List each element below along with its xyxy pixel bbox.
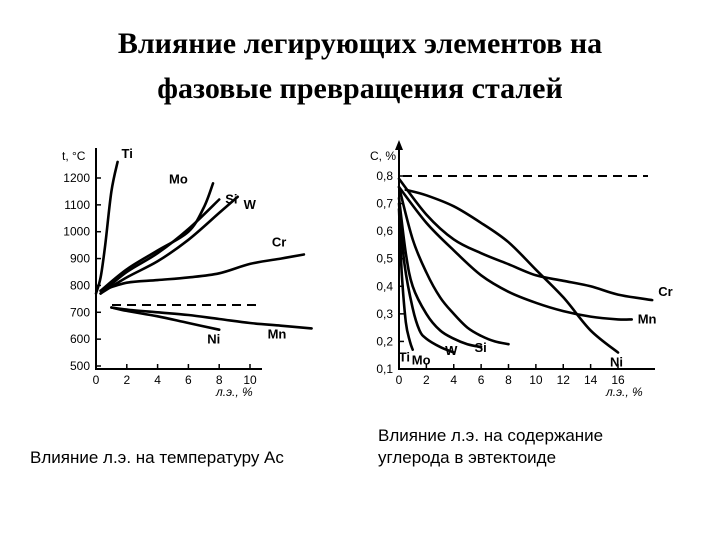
right-series-mn-label: Mn	[638, 311, 657, 326]
right-ytick-label: 0,7	[376, 197, 393, 211]
left-series-mn-label: Mn	[268, 326, 287, 341]
right-ytick-label: 0,2	[376, 334, 393, 348]
left-xtick-label: 10	[243, 373, 257, 387]
left-series-mo-label: Mo	[169, 171, 188, 186]
right-ytick-label: 0,4	[376, 279, 393, 293]
right-series-si-line	[397, 185, 510, 346]
right-series-w-line	[397, 196, 483, 349]
right-y-axis-arrow	[395, 140, 403, 150]
left-series-mn-line	[110, 306, 313, 330]
left-ytick-label: 500	[70, 359, 90, 373]
left-ytick-label: 900	[70, 252, 90, 266]
left-series-ni-line	[110, 306, 221, 331]
right-xtick-label: 10	[529, 373, 543, 387]
right-ylabel: C, %	[370, 149, 396, 163]
left-xtick-label: 0	[93, 373, 100, 387]
left-xtick-label: 4	[154, 373, 161, 387]
right-chart-caption: Влияние л.э. на содержание углерода в эв…	[378, 425, 628, 469]
right-ytick-label: 0,3	[376, 307, 393, 321]
left-ytick-label: 700	[70, 305, 90, 319]
left-ytick-label: 600	[70, 332, 90, 346]
left-ytick-label: 1000	[63, 225, 90, 239]
left-series-w-label: W	[244, 197, 257, 212]
left-xtick-label: 2	[123, 373, 130, 387]
left-series-cr-line	[99, 253, 306, 293]
right-series-mo-label: Mo	[412, 352, 431, 367]
left-xtick-label: 6	[185, 373, 192, 387]
right-xtick-label: 14	[584, 373, 598, 387]
left-series-mo-line	[99, 182, 215, 293]
right-xtick-label: 16	[611, 373, 625, 387]
right-xtick-label: 4	[450, 373, 457, 387]
right-series-mo-line	[397, 202, 456, 354]
left-series-ti-line	[94, 160, 119, 295]
left-series-ti-label: Ti	[122, 146, 133, 161]
right-xtick-label: 12	[557, 373, 571, 387]
right-ytick-label: 0,6	[376, 224, 393, 238]
right-xtick-label: 8	[505, 373, 512, 387]
left-ytick-label: 800	[70, 278, 90, 292]
page-title-line-1: Влияние легирующих элементов на	[117, 27, 603, 60]
left-series-ni-label: Ni	[207, 332, 220, 347]
left-chart-caption: Влияние л.э. на температуру Ас	[30, 448, 284, 467]
right-series-ti-label: Ti	[399, 350, 410, 365]
left-series-cr-label: Cr	[272, 235, 286, 250]
left-ylabel: t, °C	[62, 149, 86, 163]
right-ytick-label: 0,5	[376, 252, 393, 266]
right-xtick-label: 6	[478, 373, 485, 387]
left-chart: t, °C л.э., % 500 600 700 800 900 1000 1100 120…	[62, 146, 313, 399]
right-series-ni-line	[404, 188, 620, 354]
right-xtick-label: 0	[396, 373, 403, 387]
right-series-mn-line	[397, 185, 633, 321]
right-xtick-label: 2	[423, 373, 430, 387]
right-ytick-label: 0,8	[376, 169, 393, 183]
right-series-cr-line	[397, 177, 654, 302]
left-xtick-label: 8	[216, 373, 223, 387]
page-title-line-2: фазовые превращения сталей	[157, 72, 563, 105]
left-ytick-label: 1100	[64, 198, 90, 212]
right-series-ti-line	[397, 207, 414, 351]
right-series-cr-label: Cr	[658, 284, 672, 299]
right-chart: C, % л.э., % 0,1 0,2 0,3 0,4 0,5 0,6 0,7 0,8 0 2…	[370, 140, 673, 399]
left-xlabel: л.э., %	[215, 385, 253, 399]
right-ytick-label: 0,1	[376, 362, 393, 376]
right-chart-axes	[398, 148, 655, 370]
left-series-w-line	[99, 195, 239, 295]
right-xlabel: л.э., %	[605, 385, 643, 399]
right-series-ni-label: Ni	[610, 354, 623, 369]
left-series-si-label: Si	[225, 191, 237, 206]
left-series-si-line	[99, 198, 221, 295]
right-chart-caption-text: Влияние л.э. на содержание углерода в эв…	[378, 426, 604, 467]
left-ytick-label: 1200	[63, 171, 90, 185]
